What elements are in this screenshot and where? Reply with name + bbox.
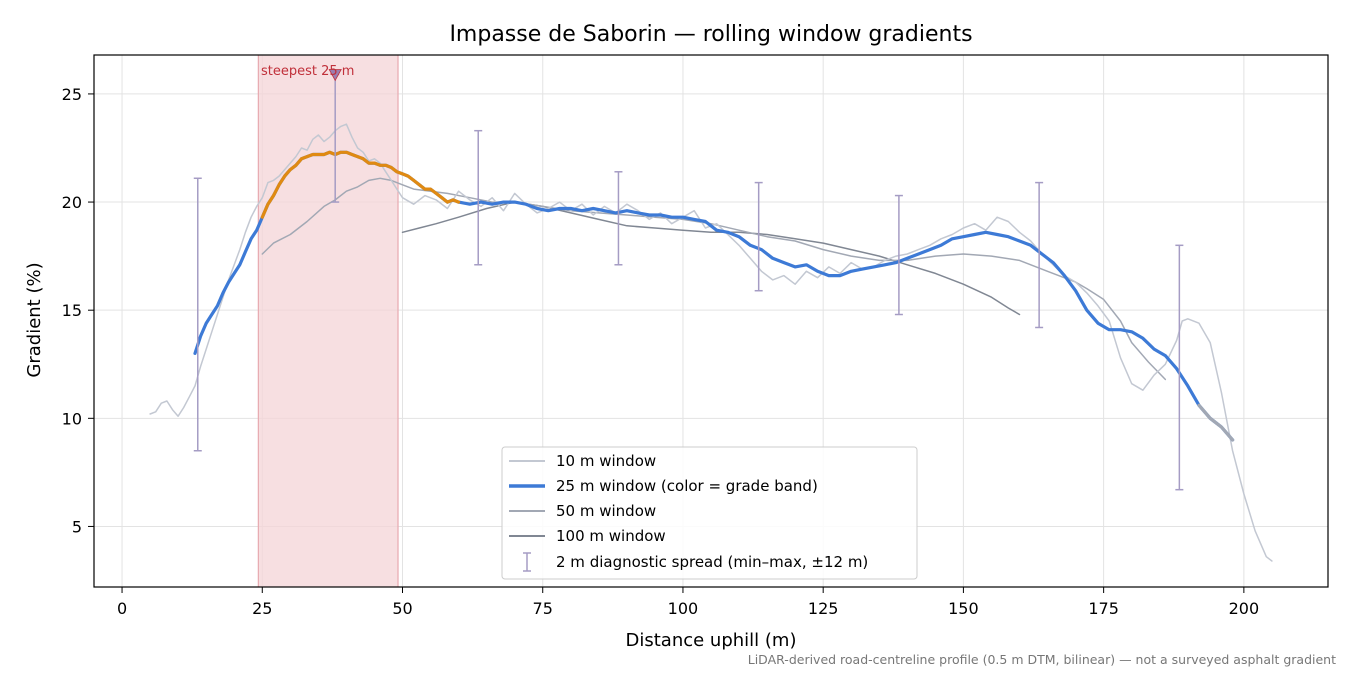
x-tick-label: 25 — [252, 599, 272, 618]
legend-label-50m: 50 m window — [556, 502, 656, 520]
series-50m-line — [261, 177, 1167, 381]
y-tick-label: 20 — [62, 193, 82, 212]
x-tick-label: 75 — [533, 599, 553, 618]
spread-error-bar — [614, 171, 623, 266]
plot-frame — [93, 54, 1329, 588]
legend-label-100m: 100 m window — [556, 527, 666, 545]
x-tick-label: 0 — [117, 599, 127, 618]
series-100m-line — [401, 201, 1021, 316]
x-tick-label: 150 — [948, 599, 979, 618]
x-tick-label: 175 — [1088, 599, 1119, 618]
y-tick-label: 25 — [62, 85, 82, 104]
steepest-label: steepest 25 m — [261, 64, 354, 79]
x-tick-label: 125 — [808, 599, 839, 618]
legend-swatch-spread — [523, 552, 531, 572]
spread-error-bar — [1175, 244, 1184, 491]
spread-error-bar — [474, 129, 483, 266]
spread-error-bars — [193, 73, 1184, 491]
steepest-band-fill — [258, 55, 399, 587]
x-tick-label: 50 — [392, 599, 412, 618]
series-25m-tail-segment — [1197, 403, 1235, 442]
x-axis-ticks: 0 25 50 75 100 125 150 175 200 — [117, 587, 1259, 618]
legend: 10 m window 25 m window (color = grade b… — [501, 446, 918, 580]
spread-error-bar — [193, 177, 202, 452]
y-tick-label: 10 — [62, 409, 82, 428]
x-axis-label: Distance uphill (m) — [626, 630, 797, 651]
y-axis-ticks: 5 10 15 20 25 — [62, 85, 94, 536]
y-tick-label: 15 — [62, 301, 82, 320]
x-tick-label: 200 — [1229, 599, 1260, 618]
steepest-marker-layer — [328, 69, 342, 82]
y-tick-label: 5 — [72, 517, 82, 536]
y-axis-label: Gradient (%) — [24, 262, 45, 377]
legend-label-10m: 10 m window — [556, 452, 656, 470]
series-lines — [149, 123, 1273, 562]
legend-box — [501, 446, 918, 580]
x-tick-label: 100 — [668, 599, 699, 618]
steepest-band — [257, 55, 399, 587]
chart-title: Impasse de Saborin — rolling window grad… — [449, 22, 972, 47]
footnote: LiDAR-derived road-centreline profile (0… — [748, 652, 1336, 667]
spread-error-bar — [1035, 181, 1044, 329]
spread-error-bar — [754, 181, 763, 292]
spread-error-bar — [894, 194, 903, 316]
legend-label-spread: 2 m diagnostic spread (min–max, ±12 m) — [556, 553, 868, 571]
series-25m-steep-segment — [260, 150, 461, 219]
legend-label-25m: 25 m window (color = grade band) — [556, 477, 818, 495]
steepest-marker — [328, 69, 342, 82]
